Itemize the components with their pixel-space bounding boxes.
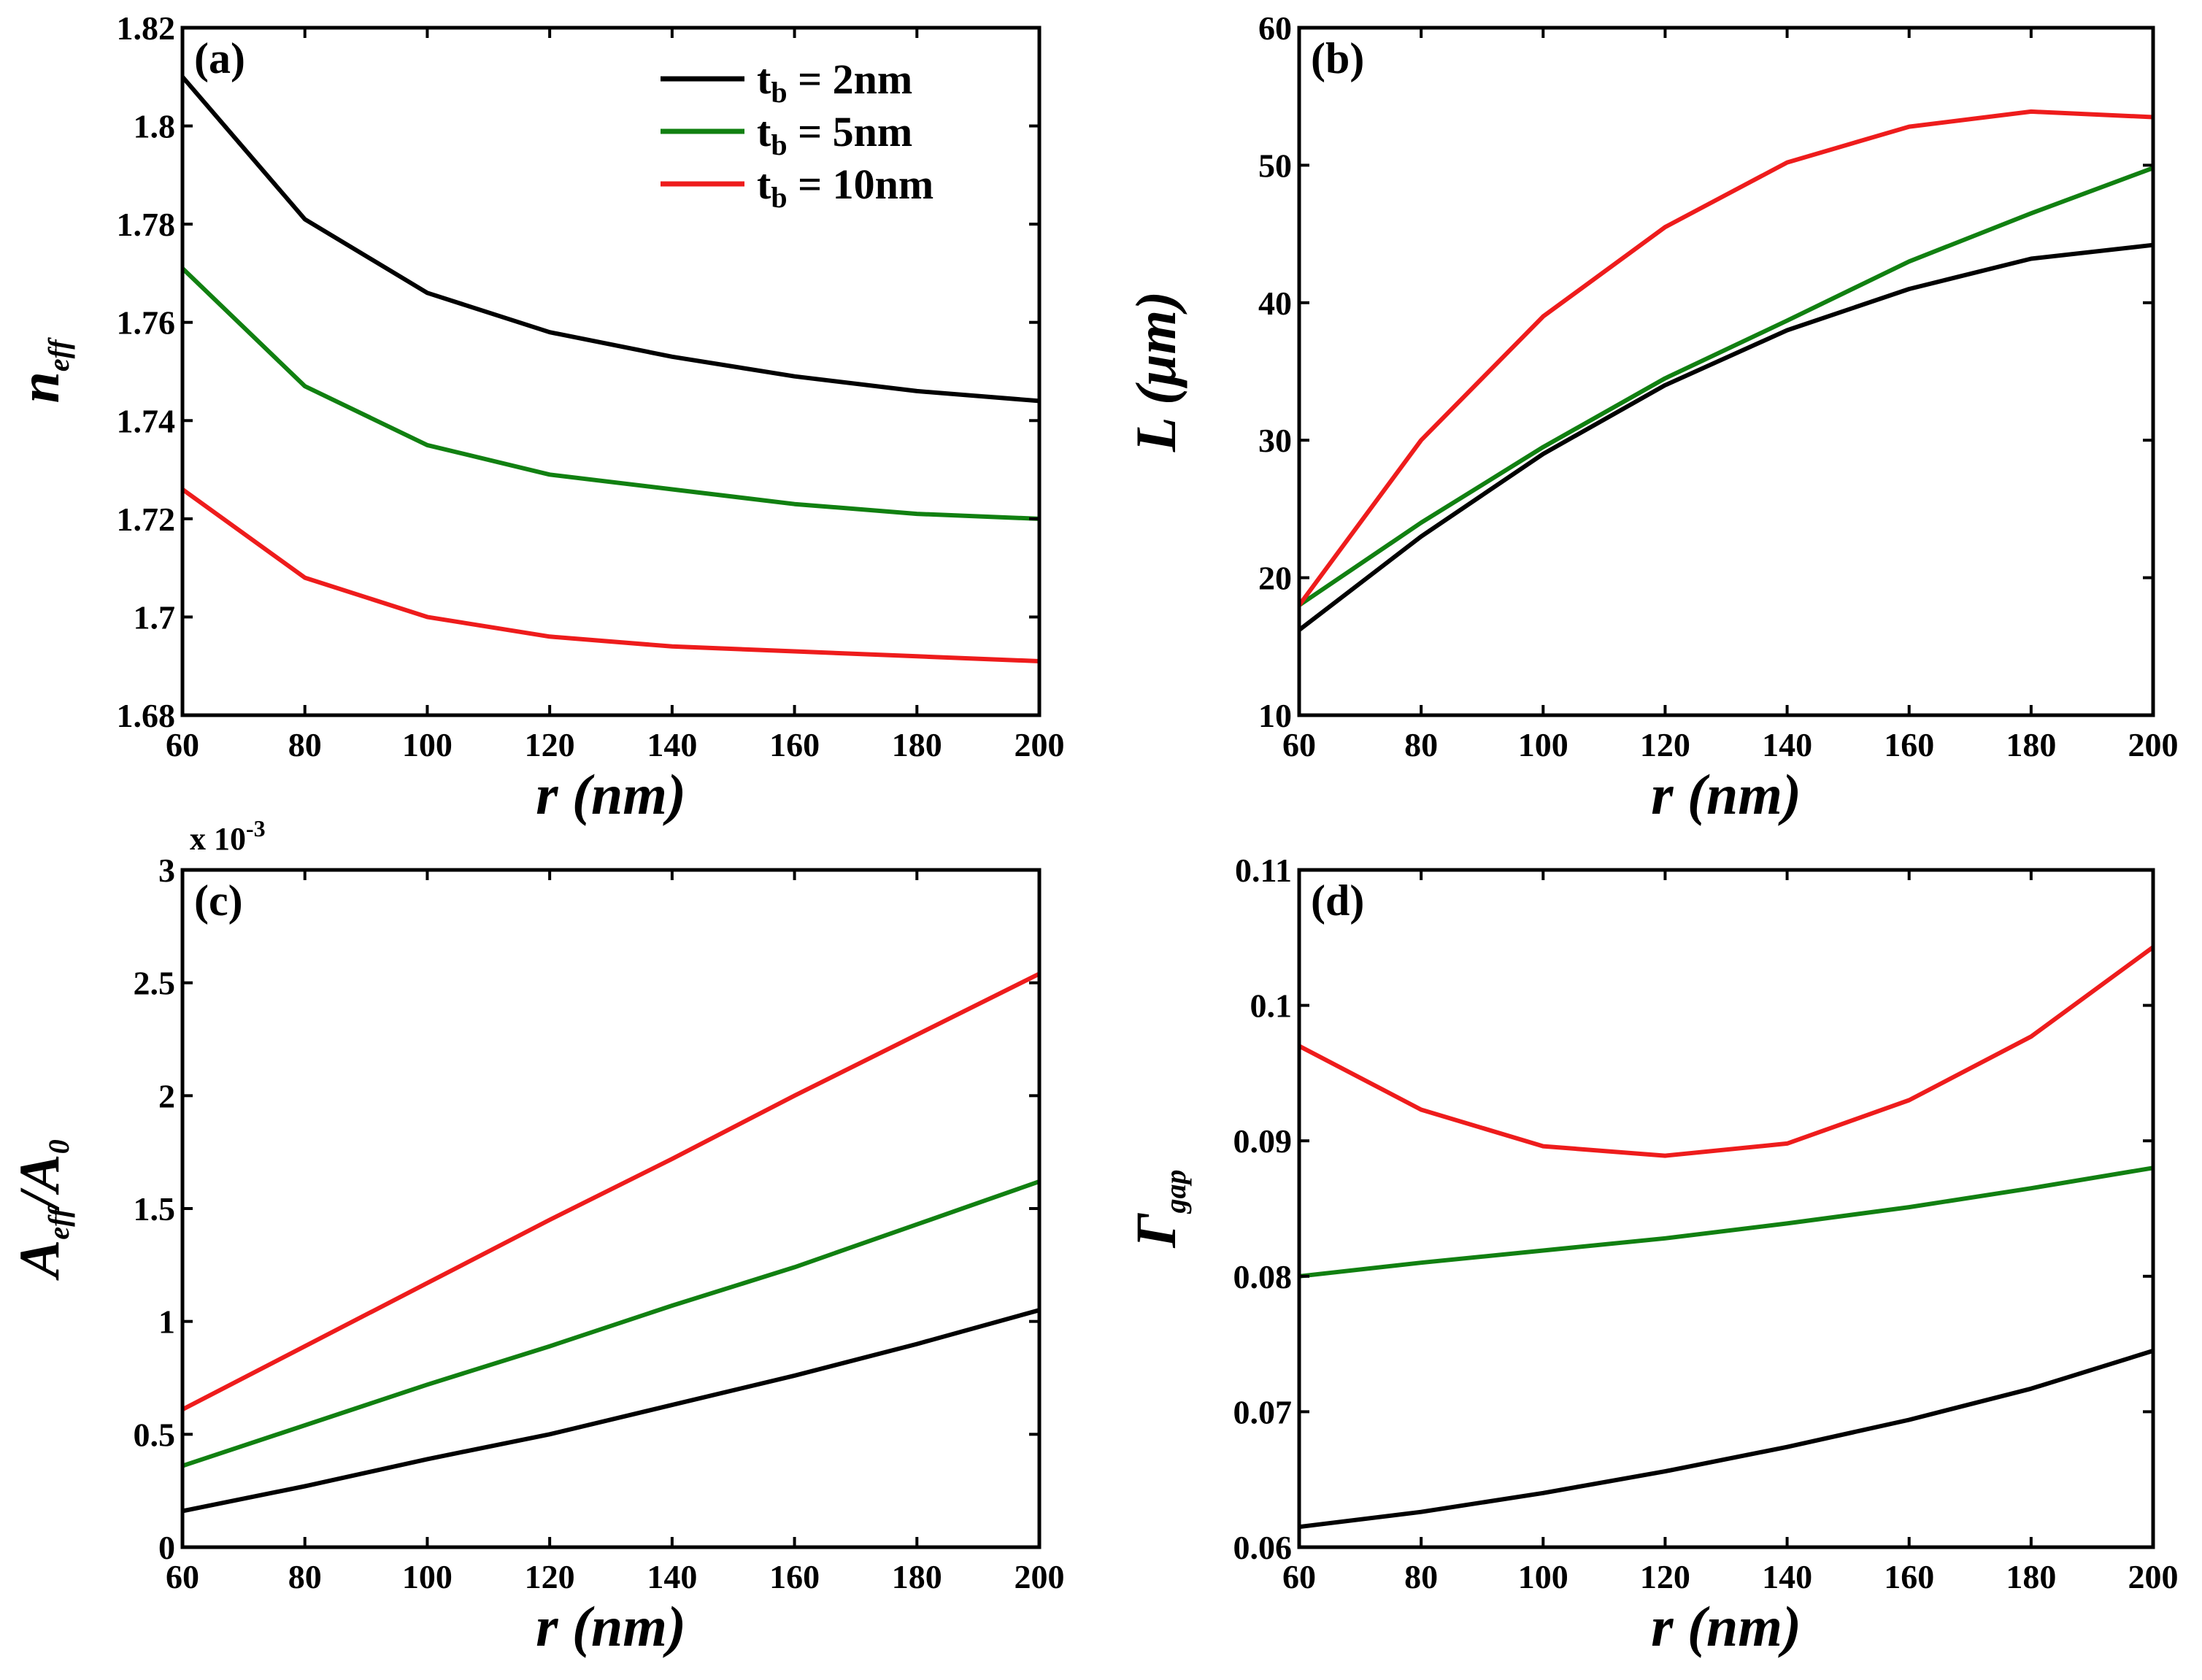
- y-tick-label: 1.82: [117, 9, 176, 47]
- y-tick-label: 2: [158, 1077, 175, 1114]
- x-axis-label: r (nm): [1651, 1595, 1801, 1658]
- series-line-tb_5nm: [182, 1179, 1040, 1468]
- series-line-tb_2nm: [1298, 1349, 2154, 1530]
- panel-b: 60 80 100 120 140 160 180 200 10 20 30 40 50 60 r (nm)…: [1124, 9, 2179, 826]
- y-tick-label: 10: [1258, 697, 1292, 734]
- x-tick-label: 60: [1282, 726, 1316, 763]
- series-line-tb_10nm: [181, 971, 1041, 1411]
- legend-entry-tb_5nm: tb = 5nm: [757, 108, 912, 161]
- plot-frame: [180, 868, 1042, 1549]
- y-axis-multiplier: x 10-3: [190, 815, 266, 857]
- y-tick-label: 60: [1258, 9, 1292, 47]
- y-tick-label: 1.78: [117, 206, 176, 243]
- x-tick-label: 200: [2128, 726, 2179, 763]
- x-tick-label: 60: [166, 726, 199, 763]
- y-tick-label: 1.72: [117, 501, 176, 538]
- y-tick-label: 3: [158, 852, 175, 889]
- y-tick-label: 1.68: [117, 697, 176, 734]
- x-tick-label: 140: [1762, 726, 1812, 763]
- y-tick-label: 0.09: [1233, 1122, 1293, 1160]
- panel-label: (a): [194, 34, 245, 82]
- series-line-tb_5nm: [180, 266, 1040, 521]
- y-tick-label: 1.7: [134, 598, 176, 636]
- x-tick-label: 200: [1015, 1558, 1065, 1595]
- y-tick-label: 1.5: [134, 1190, 176, 1228]
- x-tick-label: 80: [1404, 726, 1438, 763]
- x-tick-label: 200: [2128, 1558, 2179, 1595]
- panel-c: 60 80 100 120 140 160 180 200 0 0.5 1 1.5 2 2.5 3 r (nm…: [7, 815, 1065, 1658]
- y-axis-label: Aeff/A0: [7, 1139, 75, 1281]
- series-line-tb_10nm: [181, 488, 1040, 663]
- x-tick-label: 180: [892, 726, 942, 763]
- y-tick-label: 0.07: [1233, 1393, 1293, 1430]
- legend-entry-tb_10nm: tb = 10nm: [757, 161, 933, 214]
- x-tick-label: 180: [892, 1558, 942, 1595]
- x-tick-label: 80: [288, 726, 322, 763]
- y-tick-label: 0.06: [1233, 1529, 1293, 1566]
- series-line-tb_5nm: [1298, 1165, 2154, 1279]
- y-tick-label: 0.11: [1235, 852, 1292, 889]
- y-tick-label: 30: [1258, 422, 1292, 459]
- y-tick-label: 1.8: [134, 108, 176, 145]
- x-tick-label: 60: [166, 1558, 199, 1595]
- series-line-tb_10nm: [1297, 109, 2154, 607]
- series-line-tb_10nm: [1298, 945, 2155, 1158]
- x-tick-label: 160: [769, 1558, 820, 1595]
- x-tick-label: 140: [647, 1558, 697, 1595]
- legend-entry-tb_2nm: tb = 2nm: [757, 55, 912, 109]
- x-tick-label: 100: [402, 1558, 453, 1595]
- x-tick-label: 180: [2006, 726, 2056, 763]
- y-tick-label: 0.08: [1233, 1258, 1293, 1295]
- y-tick-label: 40: [1258, 285, 1292, 322]
- plot-frame: [1297, 868, 2155, 1549]
- x-tick-label: 120: [1640, 1558, 1690, 1595]
- y-axis-label: L (μm): [1124, 291, 1187, 452]
- y-axis-label: neff: [7, 337, 75, 404]
- x-tick-label: 100: [1518, 726, 1568, 763]
- x-tick-label: 100: [402, 726, 453, 763]
- y-tick-label: 2.5: [134, 965, 176, 1002]
- series-line-tb_2nm: [1298, 242, 2154, 632]
- y-tick-label: 20: [1258, 560, 1292, 597]
- x-tick-label: 180: [2006, 1558, 2056, 1595]
- panel-label: (b): [1311, 34, 1364, 82]
- series-line-tb_5nm: [1298, 166, 2155, 607]
- y-tick-label: 50: [1258, 147, 1292, 184]
- panel-a: 60 80 100 120 140 160 180 200 1.68 1.7 1.72 1.74 1.7…: [7, 9, 1065, 826]
- x-tick-label: 120: [525, 1558, 575, 1595]
- x-tick-label: 120: [525, 726, 575, 763]
- x-tick-label: 160: [1884, 1558, 1934, 1595]
- x-tick-label: 60: [1282, 1558, 1316, 1595]
- x-tick-label: 160: [769, 726, 820, 763]
- x-tick-label: 160: [1884, 726, 1934, 763]
- x-tick-label: 80: [1404, 1558, 1438, 1595]
- y-tick-label: 0.5: [134, 1416, 176, 1453]
- x-tick-label: 200: [1015, 726, 1065, 763]
- y-axis-label: Γgap: [1124, 1169, 1192, 1248]
- panel-label: (c): [194, 876, 243, 925]
- x-tick-label: 80: [288, 1558, 322, 1595]
- y-tick-label: 1.76: [117, 304, 176, 342]
- x-tick-label: 100: [1518, 1558, 1568, 1595]
- plot-frame: [1297, 26, 2155, 717]
- plot-frame: [180, 26, 1042, 717]
- y-tick-label: 0.1: [1250, 987, 1293, 1025]
- series-line-tb_2nm: [182, 1308, 1040, 1514]
- x-axis-label: r (nm): [536, 1595, 686, 1658]
- panel-d: 60 80 100 120 140 160 180 200 0.06 0.07 0.08 0.09 0.…: [1124, 852, 2179, 1658]
- x-tick-label: 120: [1640, 726, 1690, 763]
- x-axis-label: r (nm): [1651, 763, 1801, 826]
- x-axis-label: r (nm): [536, 763, 686, 826]
- x-tick-label: 140: [1762, 1558, 1812, 1595]
- series-line-tb_2nm: [180, 75, 1040, 404]
- panel-label: (d): [1311, 876, 1364, 925]
- y-tick-label: 1: [158, 1303, 175, 1341]
- y-tick-label: 0: [158, 1529, 175, 1566]
- x-tick-label: 140: [647, 726, 697, 763]
- y-tick-label: 1.74: [117, 402, 176, 439]
